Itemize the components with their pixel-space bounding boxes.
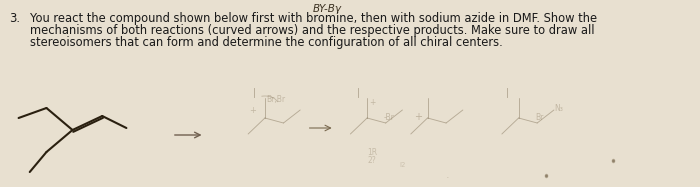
Text: 2?: 2? — [367, 156, 376, 165]
Text: i2: i2 — [400, 162, 406, 168]
Text: Br,Br: Br,Br — [267, 95, 286, 104]
Text: 3.: 3. — [9, 12, 20, 25]
Text: +: + — [414, 112, 421, 122]
Text: Br: Br — [536, 113, 544, 122]
Text: 1R: 1R — [367, 148, 377, 157]
Text: You react the compound shown below first with bromine, then with sodium azide in: You react the compound shown below first… — [29, 12, 597, 25]
Text: +: + — [369, 98, 375, 107]
Text: BY-Bγ: BY-Bγ — [313, 4, 342, 14]
Text: stereoisomers that can form and determine the configuration of all chiral center: stereoisomers that can form and determin… — [29, 36, 503, 49]
Text: .: . — [446, 170, 449, 180]
Text: mechanisms of both reactions (curved arrows) and the respective products. Make s: mechanisms of both reactions (curved arr… — [29, 24, 594, 37]
Text: N₃: N₃ — [554, 104, 563, 113]
Text: +: + — [249, 106, 256, 115]
Text: -Br: -Br — [384, 113, 395, 122]
